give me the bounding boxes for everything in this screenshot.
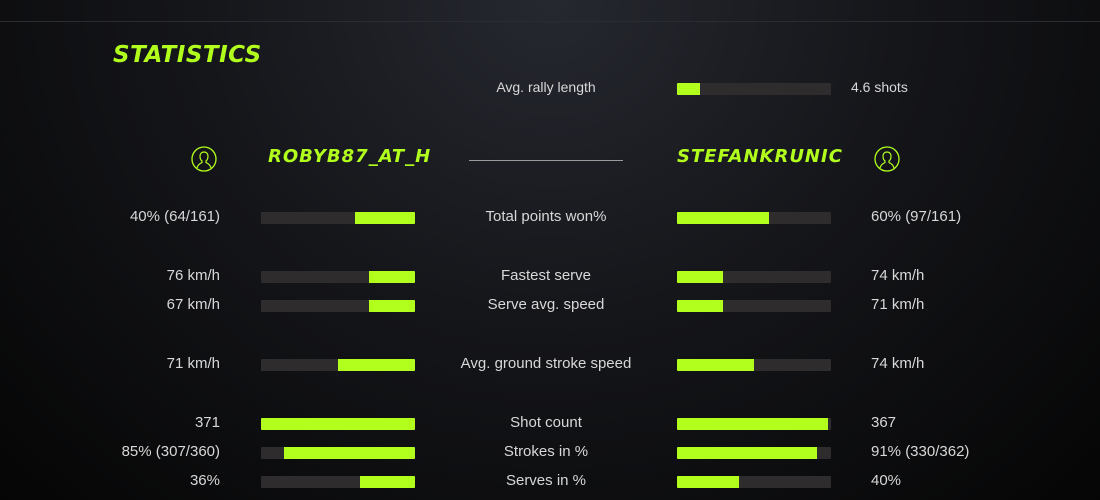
right-bar-fill: [677, 476, 739, 488]
stat-row: 67 km/h Serve avg. speed 71 km/h: [0, 296, 1100, 316]
left-bar-fill: [261, 418, 415, 430]
right-bar: [677, 447, 831, 459]
right-bar-fill: [677, 447, 818, 459]
right-value: 367: [871, 414, 897, 431]
right-bar-fill: [677, 418, 828, 430]
stat-label: Avg. ground stroke speed: [460, 355, 632, 372]
right-value: 74 km/h: [871, 355, 925, 372]
center-divider: [469, 160, 623, 161]
stat-row: 40% (64/161) Total points won% 60% (97/1…: [0, 208, 1100, 228]
left-value: 76 km/h: [166, 267, 220, 284]
right-value: 91% (330/362): [871, 443, 970, 460]
left-bar: [261, 476, 415, 488]
stat-label: Serve avg. speed: [487, 296, 605, 313]
left-bar-fill: [338, 359, 415, 371]
stat-label: Avg. rally length: [496, 79, 596, 95]
stat-label: Serves in %: [505, 472, 587, 489]
stat-row: 76 km/h Fastest serve 74 km/h: [0, 267, 1100, 287]
stat-row: 71 km/h Avg. ground stroke speed 74 km/h: [0, 355, 1100, 375]
left-value: 71 km/h: [166, 355, 220, 372]
left-bar-fill: [354, 212, 415, 224]
rally-bar: [677, 83, 831, 95]
stat-row-rally: Avg. rally length 4.6 shots: [0, 79, 1100, 99]
right-bar-fill: [677, 212, 770, 224]
stat-label: Fastest serve: [500, 267, 592, 284]
stat-row: 36% Serves in % 40%: [0, 472, 1100, 492]
left-bar: [261, 418, 415, 430]
user-circle-icon: [874, 146, 900, 172]
right-bar-fill: [677, 300, 724, 312]
user-circle-icon: [191, 146, 217, 172]
left-value: 36%: [189, 472, 220, 489]
left-bar: [261, 447, 415, 459]
left-value: 67 km/h: [166, 296, 220, 313]
stat-row: 85% (307/360) Strokes in % 91% (330/362): [0, 443, 1100, 463]
right-bar: [677, 418, 831, 430]
right-bar-fill: [677, 271, 724, 283]
left-bar: [261, 212, 415, 224]
left-value: 40% (64/161): [129, 208, 220, 225]
rally-bar-fill: [677, 83, 701, 95]
stat-label: Total points won%: [485, 208, 607, 225]
stat-label: Strokes in %: [503, 443, 589, 460]
left-bar-fill: [284, 447, 415, 459]
right-bar: [677, 359, 831, 371]
top-divider: [0, 21, 1100, 22]
right-bar: [677, 476, 831, 488]
stat-row: 371 Shot count 367: [0, 414, 1100, 434]
left-bar-fill: [359, 476, 415, 488]
right-bar: [677, 300, 831, 312]
stat-label: Shot count: [510, 414, 582, 431]
right-value: 71 km/h: [871, 296, 925, 313]
player-left-name: ROBYB87_AT_H: [268, 146, 432, 167]
left-bar: [261, 300, 415, 312]
right-bar: [677, 271, 831, 283]
player-right-name: STEFANKRUNIC: [677, 146, 843, 167]
right-bar-fill: [677, 359, 754, 371]
rally-value: 4.6 shots: [851, 79, 908, 95]
page-title: STATISTICS: [113, 42, 262, 68]
left-bar-fill: [368, 271, 415, 283]
left-bar: [261, 359, 415, 371]
left-bar-fill: [368, 300, 415, 312]
left-bar: [261, 271, 415, 283]
left-value: 85% (307/360): [121, 443, 220, 460]
right-value: 74 km/h: [871, 267, 925, 284]
left-value: 371: [194, 414, 220, 431]
right-value: 60% (97/161): [871, 208, 962, 225]
right-bar: [677, 212, 831, 224]
right-value: 40%: [871, 472, 902, 489]
